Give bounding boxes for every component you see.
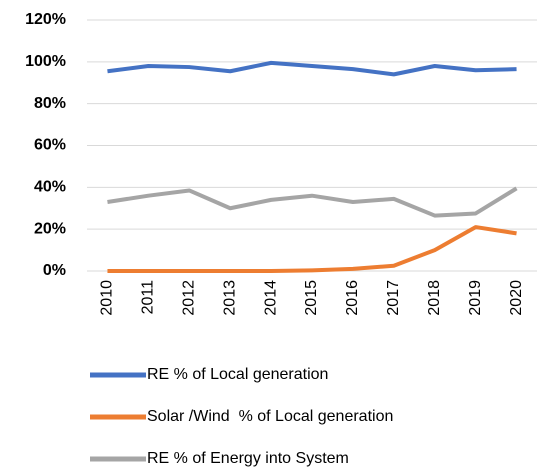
x-tick-label: 2017	[385, 280, 402, 316]
x-tick-label: 2010	[99, 280, 116, 316]
x-tick-label: 2015	[303, 280, 320, 316]
legend-label: Solar /Wind % of Local generation	[147, 408, 393, 425]
x-tick-label: 2020	[508, 280, 525, 316]
x-tick-label: 2013	[221, 280, 238, 316]
x-tick-label: 2011	[140, 280, 157, 315]
series-line	[107, 186, 518, 218]
y-tick-label: 120%	[25, 11, 66, 28]
series-line	[107, 225, 517, 273]
x-tick-label: 2016	[344, 280, 361, 316]
y-tick-label: 100%	[25, 53, 66, 70]
legend-label: RE % of Energy into System	[147, 450, 349, 467]
x-tick-label: 2014	[262, 280, 279, 316]
y-tick-label: 40%	[34, 179, 66, 196]
y-tick-label: 80%	[34, 95, 66, 112]
y-tick-label: 60%	[34, 137, 66, 154]
x-tick-label: 2018	[426, 280, 443, 316]
legend-label: RE % of Local generation	[147, 366, 328, 383]
y-tick-label: 20%	[34, 220, 66, 237]
x-tick-label: 2012	[180, 280, 197, 316]
x-tick-label: 2019	[467, 280, 484, 316]
series-line	[107, 60, 517, 77]
y-tick-label: 0%	[43, 262, 66, 279]
